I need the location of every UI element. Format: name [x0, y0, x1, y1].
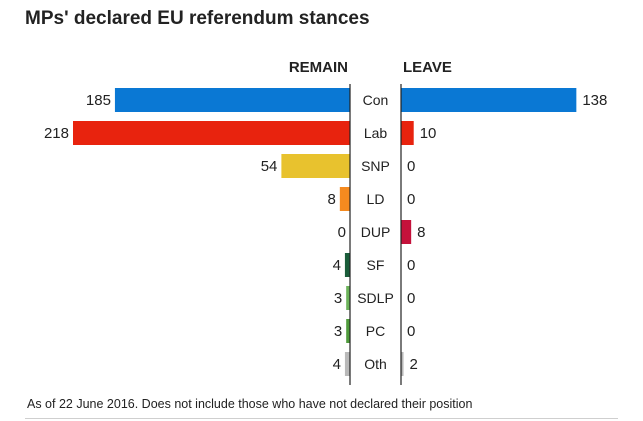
- bar-remain-lab: [73, 121, 350, 145]
- party-label-sf: SF: [367, 257, 385, 273]
- value-remain-sdlp: 3: [334, 290, 342, 307]
- party-label-dup: DUP: [361, 224, 391, 240]
- value-leave-lab: 10: [420, 125, 437, 142]
- bar-remain-ld: [339, 187, 350, 211]
- value-leave-dup: 8: [417, 224, 425, 241]
- remain-header: REMAIN: [289, 59, 348, 76]
- chart-title: MPs' declared EU referendum stances: [25, 8, 370, 29]
- bar-remain-con: [114, 88, 351, 112]
- party-label-oth: Oth: [364, 356, 387, 372]
- value-leave-ld: 0: [407, 191, 415, 208]
- bar-leave-con: [401, 88, 577, 112]
- party-label-ld: LD: [367, 191, 385, 207]
- value-leave-sdlp: 0: [407, 290, 415, 307]
- center-axis: [349, 84, 402, 385]
- party-label-sdlp: SDLP: [357, 290, 394, 306]
- value-remain-lab: 218: [44, 125, 69, 142]
- value-remain-sf: 4: [333, 257, 341, 274]
- party-label-pc: PC: [366, 323, 385, 339]
- value-remain-dup: 0: [338, 224, 346, 241]
- value-remain-con: 185: [86, 92, 111, 109]
- value-remain-snp: 54: [261, 158, 278, 175]
- value-remain-ld: 8: [327, 191, 335, 208]
- party-label-snp: SNP: [361, 158, 390, 174]
- bar-remain-snp: [281, 154, 350, 178]
- value-leave-oth: 2: [410, 356, 418, 373]
- party-label-lab: Lab: [364, 125, 388, 141]
- bar-leave-dup: [401, 220, 412, 244]
- bar-remain-sdlp: [346, 286, 350, 310]
- value-leave-con: 138: [582, 92, 607, 109]
- bottom-rule: [25, 418, 618, 419]
- party-label-con: Con: [363, 92, 389, 108]
- value-leave-sf: 0: [407, 257, 415, 274]
- bars-group: [73, 88, 577, 376]
- bar-remain-pc: [346, 319, 350, 343]
- bar-leave-lab: [401, 121, 414, 145]
- bar-leave-oth: [401, 352, 404, 376]
- leave-header: LEAVE: [403, 59, 452, 76]
- value-leave-snp: 0: [407, 158, 415, 175]
- value-remain-oth: 4: [333, 356, 341, 373]
- bar-remain-sf: [344, 253, 350, 277]
- chart-headers: REMAIN LEAVE: [289, 59, 452, 76]
- value-remain-pc: 3: [334, 323, 342, 340]
- footnote: As of 22 June 2016. Does not include tho…: [27, 397, 473, 411]
- value-leave-pc: 0: [407, 323, 415, 340]
- bar-remain-oth: [344, 352, 350, 376]
